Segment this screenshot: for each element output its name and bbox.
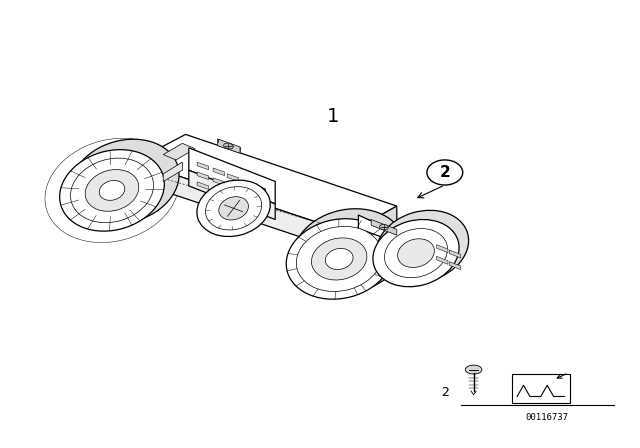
Polygon shape — [358, 215, 422, 244]
Polygon shape — [197, 182, 209, 190]
Ellipse shape — [380, 224, 388, 230]
Polygon shape — [371, 220, 397, 235]
Polygon shape — [197, 162, 209, 170]
Polygon shape — [227, 184, 239, 191]
Ellipse shape — [385, 228, 447, 278]
Ellipse shape — [70, 139, 179, 224]
Polygon shape — [213, 168, 225, 176]
Polygon shape — [189, 148, 275, 204]
Polygon shape — [213, 178, 225, 185]
Polygon shape — [449, 250, 461, 258]
Polygon shape — [368, 243, 400, 273]
Polygon shape — [197, 172, 209, 180]
Ellipse shape — [293, 209, 404, 293]
Polygon shape — [213, 188, 225, 195]
Ellipse shape — [312, 238, 367, 280]
Ellipse shape — [296, 226, 382, 292]
Ellipse shape — [397, 239, 435, 267]
Polygon shape — [243, 180, 266, 198]
Polygon shape — [218, 139, 240, 153]
Circle shape — [427, 160, 463, 185]
Ellipse shape — [465, 365, 482, 374]
Ellipse shape — [70, 158, 154, 223]
Polygon shape — [227, 174, 239, 181]
Bar — [512, 374, 570, 403]
Text: 1: 1 — [326, 107, 339, 126]
Ellipse shape — [60, 150, 164, 231]
Polygon shape — [163, 143, 195, 160]
Ellipse shape — [286, 219, 392, 299]
Polygon shape — [189, 170, 275, 220]
Ellipse shape — [85, 169, 139, 211]
Text: 2: 2 — [440, 165, 450, 180]
Polygon shape — [134, 134, 397, 233]
Polygon shape — [227, 194, 239, 201]
Ellipse shape — [205, 187, 262, 230]
Ellipse shape — [376, 210, 468, 283]
Ellipse shape — [223, 143, 234, 149]
Text: 00116737: 00116737 — [525, 413, 569, 422]
Ellipse shape — [219, 197, 248, 220]
Ellipse shape — [325, 248, 353, 270]
Ellipse shape — [373, 220, 459, 287]
Polygon shape — [368, 220, 400, 255]
Polygon shape — [436, 256, 448, 264]
Ellipse shape — [197, 180, 270, 237]
Ellipse shape — [99, 181, 125, 200]
Polygon shape — [163, 162, 182, 181]
Polygon shape — [134, 161, 349, 253]
Polygon shape — [349, 206, 397, 253]
Text: 2: 2 — [441, 385, 449, 399]
Polygon shape — [436, 245, 448, 253]
Polygon shape — [449, 262, 461, 270]
